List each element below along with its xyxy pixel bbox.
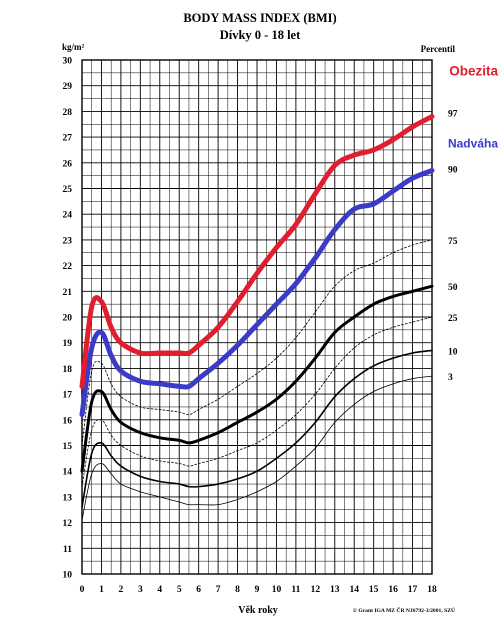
percentile-header: Percentil bbox=[421, 44, 456, 54]
series-line-10 bbox=[81, 349, 433, 508]
right-labels: Obezita 97 Nadváha 90 75 50 25 10 3 bbox=[448, 64, 499, 384]
x-tick-label: 2 bbox=[119, 585, 124, 595]
right-label: 90 bbox=[448, 166, 458, 176]
chart-subtitle: Dívky 0 - 18 let bbox=[220, 28, 301, 42]
x-tick-label: 16 bbox=[388, 585, 398, 595]
x-tick-label: 11 bbox=[291, 585, 300, 595]
y-tick-label: 17 bbox=[63, 391, 73, 401]
copyright-credit: © Grant IGA MZ ČR NJ6792-3/2001, SZÚ bbox=[353, 606, 455, 614]
series-line-3 bbox=[81, 375, 433, 521]
chart-title: BODY MASS INDEX (BMI) bbox=[183, 11, 336, 25]
right-label: 3 bbox=[448, 373, 453, 383]
y-tick-label: 15 bbox=[63, 442, 73, 452]
x-tick-label: 0 bbox=[80, 585, 85, 595]
x-tick-label: 14 bbox=[349, 585, 359, 595]
y-tick-label: 27 bbox=[63, 134, 73, 144]
x-tick-label: 7 bbox=[216, 585, 221, 595]
x-tick-label: 18 bbox=[427, 585, 437, 595]
y-tick-label: 26 bbox=[63, 159, 73, 169]
right-label: 10 bbox=[448, 347, 458, 357]
x-tick-label: 10 bbox=[272, 585, 282, 595]
x-tick-label: 12 bbox=[311, 585, 321, 595]
y-tick-label: 16 bbox=[63, 416, 73, 426]
y-tick-label: 28 bbox=[63, 108, 73, 118]
x-tick-label: 5 bbox=[177, 585, 182, 595]
y-tick-label: 22 bbox=[63, 262, 73, 272]
y-tick-label: 12 bbox=[63, 519, 73, 529]
series-line-nadv-ha bbox=[79, 168, 435, 418]
x-tick-label: 3 bbox=[138, 585, 143, 595]
x-tick-label: 1 bbox=[99, 585, 104, 595]
y-tick-label: 19 bbox=[63, 339, 73, 349]
y-tick-label: 30 bbox=[63, 57, 73, 67]
right-label: 25 bbox=[448, 314, 458, 324]
x-tick-label: 8 bbox=[235, 585, 240, 595]
x-tick-label: 6 bbox=[196, 585, 201, 595]
y-tick-label: 23 bbox=[63, 236, 73, 246]
y-axis-label: kg/m² bbox=[62, 42, 85, 52]
right-label: 97 bbox=[448, 110, 458, 120]
right-label: 50 bbox=[448, 283, 458, 293]
grid bbox=[81, 59, 433, 575]
series-line-75 bbox=[81, 239, 433, 446]
y-tick-label: 25 bbox=[63, 185, 73, 195]
right-label: Obezita bbox=[449, 64, 498, 79]
y-tick-label: 14 bbox=[63, 468, 73, 478]
y-tick-label: 24 bbox=[63, 211, 73, 221]
x-tick-label: 9 bbox=[255, 585, 260, 595]
y-tick-label: 21 bbox=[63, 288, 73, 298]
x-tick-label: 4 bbox=[157, 585, 162, 595]
y-tick-label: 29 bbox=[63, 82, 73, 92]
axis-ticks: 0 1 2 3 4 5 6 7 8 9 10 11 12 13 14 15 16 17 18101112131415… bbox=[63, 57, 438, 596]
y-tick-label: 11 bbox=[63, 545, 72, 555]
x-tick-label: 17 bbox=[408, 585, 418, 595]
series-line-50 bbox=[80, 284, 434, 473]
right-label: 75 bbox=[448, 237, 458, 247]
x-tick-label: 15 bbox=[369, 585, 379, 595]
y-tick-label: 13 bbox=[63, 493, 73, 503]
y-tick-label: 18 bbox=[63, 365, 73, 375]
plot-border bbox=[81, 59, 433, 575]
y-tick-label: 20 bbox=[63, 314, 73, 324]
x-tick-label: 13 bbox=[330, 585, 340, 595]
y-tick-label: 10 bbox=[63, 571, 73, 581]
series-lines bbox=[79, 114, 435, 521]
series-line-obezita bbox=[79, 114, 435, 389]
right-label: Nadváha bbox=[448, 137, 498, 151]
x-axis-label: Věk roky bbox=[238, 605, 278, 616]
